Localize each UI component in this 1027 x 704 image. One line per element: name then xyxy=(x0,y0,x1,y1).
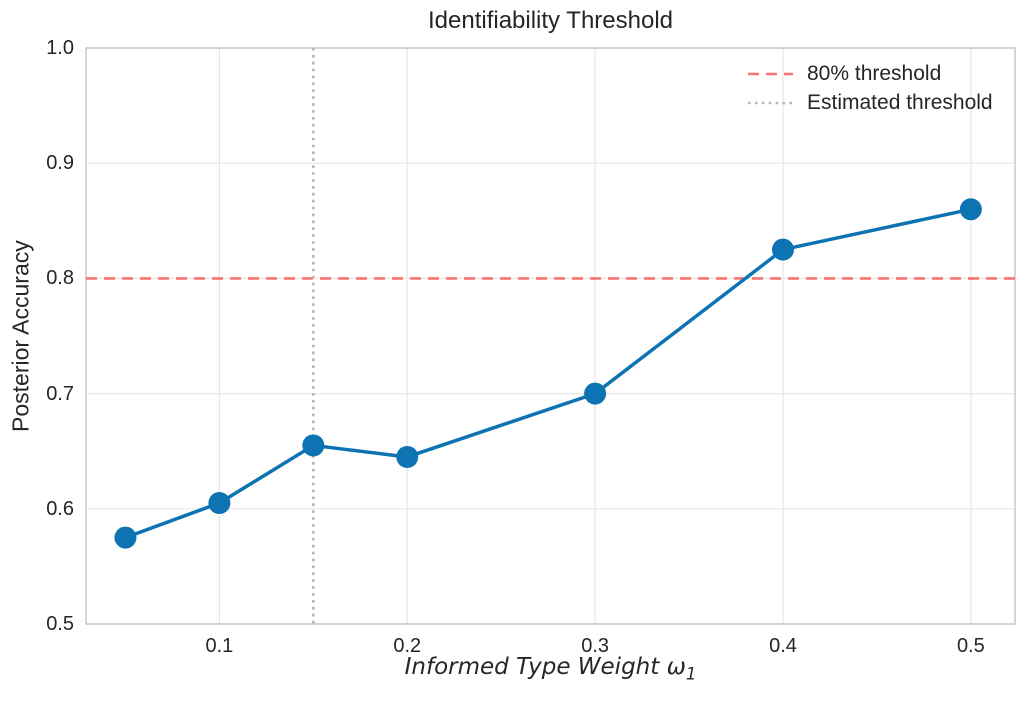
x-axis-label: Informed Type Weight ω1 xyxy=(86,654,1015,684)
dotted-line-sample xyxy=(748,101,793,104)
x-axis-label-text: Informed Type Weight xyxy=(404,654,667,680)
data-point-marker xyxy=(302,434,325,457)
x-tick-label: 0.4 xyxy=(769,635,797,657)
data-point-marker xyxy=(771,238,794,261)
data-point-marker xyxy=(208,492,231,515)
y-tick-label: 0.6 xyxy=(46,497,74,520)
data-point-marker xyxy=(959,198,982,221)
x-tick-label: 0.3 xyxy=(581,635,610,657)
legend: 80% threshold Estimated threshold xyxy=(748,59,993,117)
axes-spines xyxy=(85,47,1016,625)
series-line xyxy=(123,207,973,540)
legend-label: 80% threshold xyxy=(807,61,942,85)
legend-item-80-threshold: 80% threshold xyxy=(748,59,993,88)
omega-symbol: ω xyxy=(666,654,686,680)
legend-label: Estimated threshold xyxy=(807,90,993,114)
data-point-marker xyxy=(114,526,137,549)
y-tick-label: 0.7 xyxy=(46,382,74,405)
y-tick-label: 0.8 xyxy=(46,267,74,290)
y-tick-label: 0.9 xyxy=(46,152,74,175)
data-point-marker xyxy=(584,382,607,405)
dashed-line-sample xyxy=(748,72,793,75)
data-point-marker xyxy=(396,445,419,468)
x-tick-label: 0.2 xyxy=(393,635,422,657)
x-tick-label: 0.5 xyxy=(956,635,985,657)
chart-title: Identifiability Threshold xyxy=(427,7,674,34)
y-tick-label: 0.5 xyxy=(46,613,74,635)
omega-subscript: 1 xyxy=(685,664,697,684)
y-tick-label: 1.0 xyxy=(46,37,74,59)
x-tick-label: 0.1 xyxy=(205,635,234,657)
legend-item-estimated-threshold: Estimated threshold xyxy=(748,88,993,117)
